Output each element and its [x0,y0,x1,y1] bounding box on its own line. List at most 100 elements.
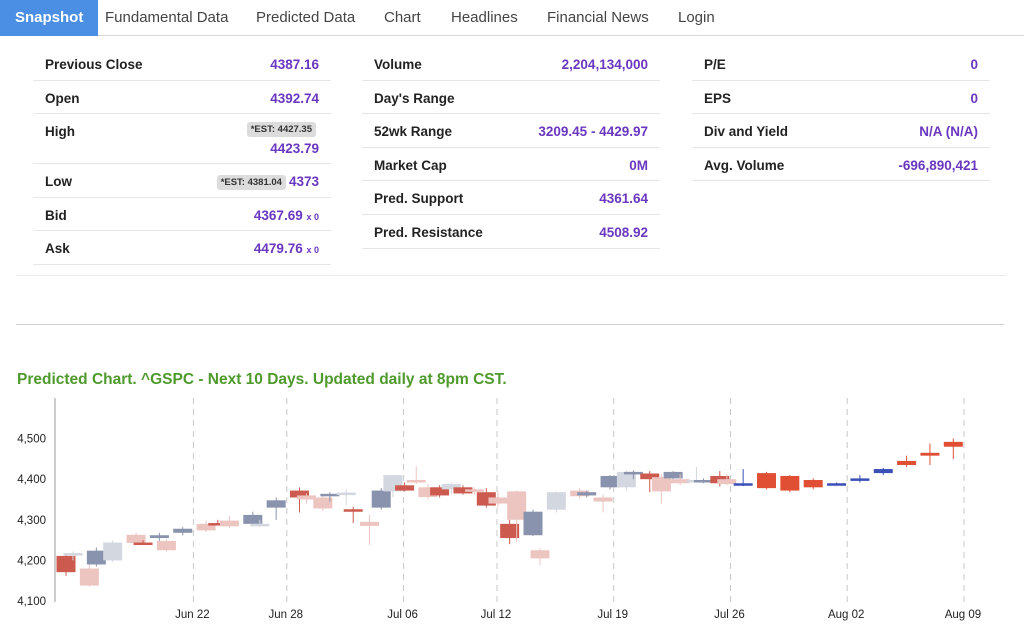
x-tick-label: Jun 28 [269,609,304,621]
candle-body [219,520,239,527]
ask-value-group: 4479.76 x 0 [254,241,319,256]
x-tick-label: Aug 02 [828,609,864,621]
tab-predicted-data[interactable]: Predicted Data [256,9,356,26]
quote-column-3: P/E 0 EPS 0 Div and Yield N/A (N/A) Avg.… [692,47,990,182]
x-tick-label: Jul 06 [387,609,418,621]
candle-body [208,523,228,526]
quote-column-2: Volume 2,204,134,000 Day's Range 52wk Ra… [362,47,660,249]
pred-support-value: 4361.64 [599,191,648,207]
divider [16,275,1006,276]
candle-body [488,497,508,504]
candle-body [693,480,713,483]
bid-label: Bid [45,207,67,223]
tab-snapshot[interactable]: Snapshot [0,0,99,36]
volume-value: 2,204,134,000 [561,57,648,72]
low-value: 4373 [288,174,319,190]
candle-body [320,493,340,497]
high-value: 4423.79 [270,141,319,157]
candle-body [827,483,847,486]
eps-value: 0 [970,90,978,106]
market-cap-label: Market Cap [374,157,447,173]
tab-headlines[interactable]: Headlines [451,9,518,26]
candle-body [465,489,485,492]
candle-body [530,550,550,559]
pred-support-label: Pred. Support [374,191,464,207]
candle-body [593,497,613,502]
y-tick-label: 4,400 [17,474,46,486]
candle-body [943,441,963,447]
tab-financial-news[interactable]: Financial News [547,9,649,26]
candle-body [430,487,450,496]
wk52-range-label: 52wk Range [374,124,453,140]
pred-resistance-row: Pred. Resistance 4508.92 [362,215,660,249]
candle-body [670,479,690,484]
candle-body [173,528,193,533]
x-tick-label: Aug 09 [945,609,981,621]
low-row: Low *EST: 4381.04 4373 [33,164,331,198]
ask-size: x 0 [306,245,319,256]
eps-label: EPS [704,90,732,106]
candle-body [717,479,737,485]
candle-body [873,469,893,474]
candle-body [126,534,146,543]
candle-body [56,555,76,573]
tab-chart[interactable]: Chart [384,9,421,26]
open-label: Open [45,90,80,106]
candle-body [850,478,870,481]
candle-body [297,495,317,500]
y-tick-label: 4,300 [17,515,46,527]
market-cap-row: Market Cap 0M [362,148,660,182]
candle-body [290,490,309,498]
open-row: Open 4392.74 [33,81,331,115]
market-cap-value: 0M [629,157,648,173]
candle-body [733,483,753,486]
pred-resistance-value: 4508.92 [599,224,648,240]
ask-row: Ask 4479.76 x 0 [33,231,331,265]
candle-body [336,492,356,496]
pe-row: P/E 0 [692,47,990,81]
candle-body [803,480,823,488]
candle-body [343,509,363,512]
candle-body [507,491,527,520]
x-tick-label: Jul 26 [714,609,745,621]
candle-body [79,568,99,586]
pred-resistance-label: Pred. Resistance [374,224,483,240]
wk52-range-value: 3209.45 - 4429.97 [538,124,648,140]
chart-title: Predicted Chart. ^GSPC - Next 10 Days. U… [17,371,507,388]
candle-body [453,487,473,494]
candle-body [418,487,438,498]
candle-body [616,471,636,488]
tab-login[interactable]: Login [678,9,715,26]
avg-volume-row: Avg. Volume -696,890,421 [692,148,990,182]
candle-body [757,473,776,489]
candle-body [651,477,671,492]
candle-body [371,490,391,508]
candle-body [600,475,620,488]
div-yield-value: N/A (N/A) [919,124,978,140]
predicted-candlestick-chart: 4,100 4,200 4,300 4,400 4,500 Jun 22 Jun 28 Jul… [17,398,981,621]
y-tick-label: 4,500 [17,434,46,446]
volume-row: Volume 2,204,134,000 [362,47,660,81]
candle-body [156,540,176,551]
previous-close-row: Previous Close 4387.16 [33,47,331,81]
x-tick-label: Jul 12 [481,609,512,621]
candle-body [640,473,660,480]
x-tick-label: Jul 19 [597,609,628,621]
low-label: Low [45,174,72,190]
tab-bar: Snapshot Fundamental Data Predicted Data… [0,0,1024,36]
candle-body [897,460,917,465]
y-tick-label: 4,200 [17,555,46,567]
candle-body [523,511,543,536]
candle-body [266,500,286,508]
candle-body [920,452,940,456]
divider [16,324,1004,325]
high-estimate-badge: *EST: 4427.35 [246,122,316,138]
candle-body [577,492,597,496]
quote-column-1: Previous Close 4387.16 Open 4392.74 High… [33,47,331,265]
volume-label: Volume [374,57,422,72]
candle-body [406,480,426,483]
bid-value-group: 4367.69 x 0 [254,208,319,223]
candle-body [250,523,270,527]
tab-fundamental-data[interactable]: Fundamental Data [105,9,229,26]
bid-value: 4367.69 [253,207,303,223]
